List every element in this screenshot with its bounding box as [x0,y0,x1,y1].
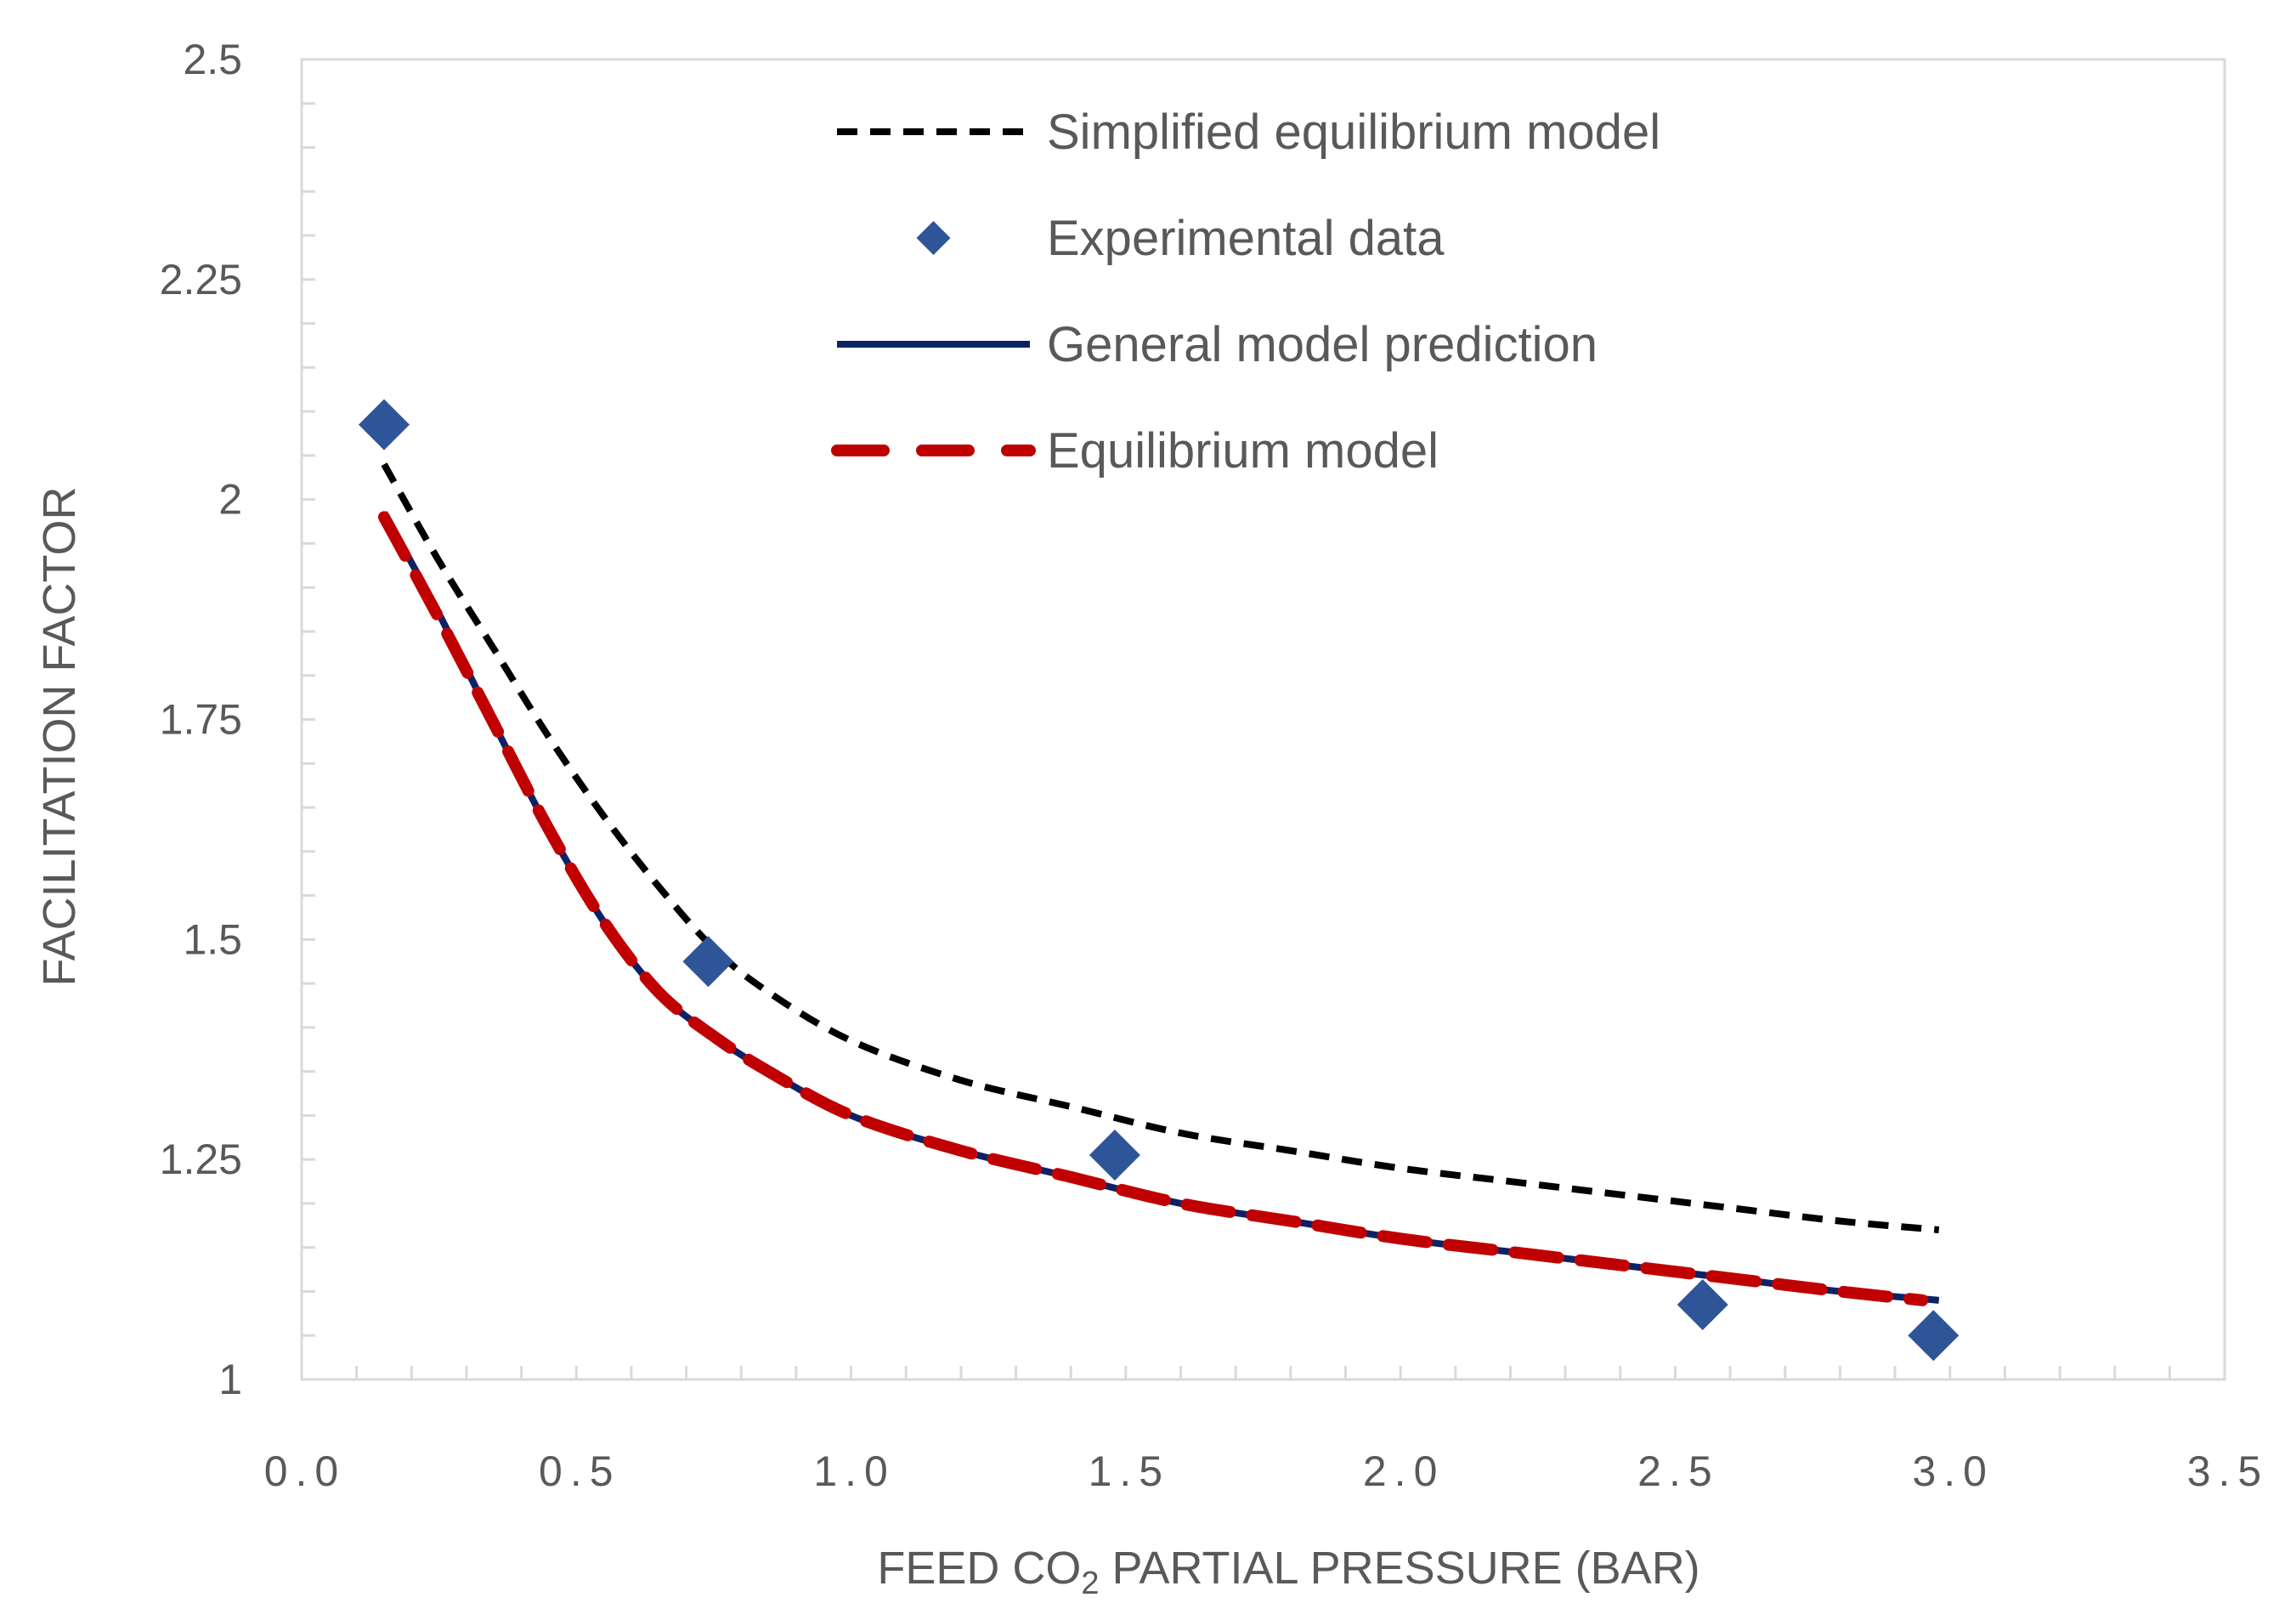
x-tick-labels: 0.0 0.5 1.0 1.5 2.0 2.5 3.0 3.5 [264,1447,2270,1495]
y-tick-label: 2.25 [160,256,242,303]
legend-label: Equilibrium model [1047,423,1439,479]
y-tick-label: 1 [218,1356,242,1403]
x-axis-title-subscript: 2 [1081,1566,1099,1601]
y-minor-ticks [302,102,315,1337]
x-tick-label: 2.0 [1363,1447,1445,1495]
y-tick-label: 2.5 [183,36,242,83]
y-axis-title: FACILITATION FACTOR [34,486,85,986]
x-tick-label: 0.5 [539,1447,621,1495]
x-tick-label: 1.5 [1089,1447,1171,1495]
x-axis-title-before: FEED CO [877,1543,1081,1594]
experimental-data-point [682,936,734,988]
legend-marker-experimental [916,221,951,255]
y-tick-label: 1.75 [160,696,242,744]
y-tick-labels: 1 1.25 1.5 1.75 2 2.25 2.5 [160,36,242,1403]
experimental-data-point [358,399,410,450]
legend-label: Experimental data [1047,211,1445,266]
legend-label: Simplified equilibrium model [1047,105,1660,160]
experimental-data-point [1677,1278,1728,1330]
x-minor-ticks [355,1366,2171,1379]
equilibrium-model-line [377,511,1929,1306]
y-tick-label: 1.5 [183,915,242,963]
simplified-equilibrium-line [381,462,1940,1233]
x-tick-label: 1.0 [813,1447,896,1495]
legend: Simplified equilibrium model Experimental… [831,105,1660,479]
y-tick-label: 1.25 [160,1136,242,1183]
experimental-data-point [1908,1310,1960,1362]
x-tick-label: 3.5 [2187,1447,2270,1495]
x-axis-title: FEED CO2 PARTIAL PRESSURE (BAR) [877,1543,1699,1601]
y-tick-label: 2 [218,476,242,524]
legend-label: General model prediction [1047,317,1598,372]
x-tick-label: 3.0 [1912,1447,1994,1495]
series-layer [358,399,1960,1362]
x-axis-title-after: PARTIAL PRESSURE (BAR) [1100,1543,1700,1594]
x-tick-label: 2.5 [1637,1447,1720,1495]
x-tick-label: 0.0 [264,1447,347,1495]
experimental-data-point [1089,1129,1140,1181]
